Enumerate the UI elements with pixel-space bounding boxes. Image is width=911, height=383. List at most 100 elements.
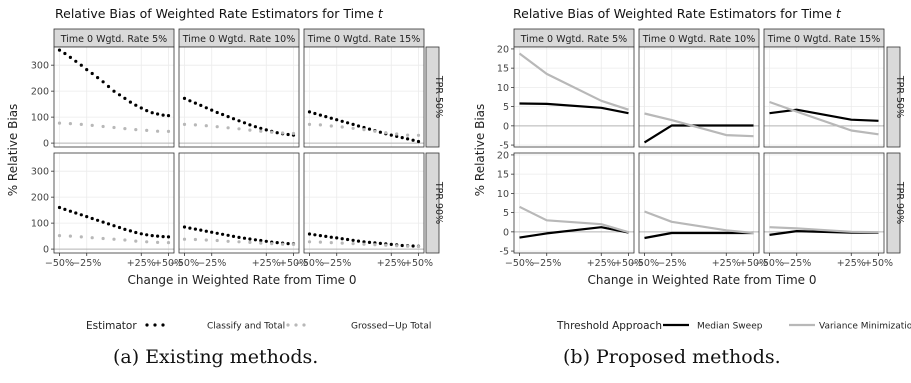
data-point xyxy=(128,229,132,233)
data-point xyxy=(101,220,105,224)
data-point xyxy=(112,237,116,241)
data-point xyxy=(166,235,171,239)
x-axis-label: Change in Weighted Rate from Time 0 xyxy=(587,273,816,287)
data-point xyxy=(416,244,421,249)
data-point xyxy=(335,118,339,122)
panel-r1-c1 xyxy=(178,152,300,254)
data-point xyxy=(395,134,399,138)
y-tick-label: 0 xyxy=(503,227,509,238)
column-strip-label: Time 0 Wgtd. Rate 5% xyxy=(520,34,627,45)
panel-background xyxy=(764,47,884,147)
panel-background xyxy=(764,153,884,253)
data-point xyxy=(112,224,116,228)
data-point xyxy=(362,128,366,132)
data-point xyxy=(406,137,410,141)
x-tick-label: −25% xyxy=(322,258,351,269)
data-point xyxy=(378,241,382,245)
x-tick-label: −25% xyxy=(197,258,226,269)
series-line xyxy=(519,205,629,234)
row-strip-label: TPR 90% xyxy=(894,181,905,224)
data-point xyxy=(112,125,116,130)
data-point xyxy=(329,116,333,120)
data-point xyxy=(57,205,62,210)
data-point xyxy=(324,115,328,119)
panel-background xyxy=(639,47,759,147)
data-point xyxy=(123,127,127,131)
chart-title-italic: t xyxy=(836,6,842,21)
panel-r1-c1 xyxy=(638,152,760,254)
chart-title: Relative Bias of Weighted Rate Estimator… xyxy=(55,6,384,21)
data-point xyxy=(362,242,366,246)
series-line xyxy=(769,100,879,136)
data-point xyxy=(237,240,241,244)
data-point xyxy=(161,113,165,117)
series-line xyxy=(518,52,629,111)
data-point xyxy=(411,138,415,142)
panel-border xyxy=(638,46,760,148)
panel-border xyxy=(513,152,635,254)
data-point xyxy=(63,51,67,56)
data-point xyxy=(101,80,105,84)
data-point xyxy=(313,233,317,237)
y-axis-label: % Relative Bias xyxy=(473,104,487,197)
panel-background xyxy=(54,47,174,147)
data-point xyxy=(275,241,279,245)
x-tick-label: +25% xyxy=(252,258,281,269)
panel-border xyxy=(53,46,175,148)
legend-item-label: Median Sweep xyxy=(697,322,763,332)
y-tick-label: 15 xyxy=(497,64,509,75)
data-point xyxy=(259,241,263,245)
series-line xyxy=(644,112,754,138)
series-line xyxy=(769,108,879,122)
data-point xyxy=(96,76,100,80)
data-point xyxy=(384,243,388,247)
data-point xyxy=(340,241,344,245)
y-tick-label: 20 xyxy=(497,44,509,55)
panel-r1-c0 xyxy=(513,152,635,254)
column-strip-label: Time 0 Wgtd. Rate 10% xyxy=(642,34,755,45)
series-line xyxy=(644,210,754,235)
data-point xyxy=(112,89,116,93)
data-point xyxy=(188,99,192,103)
data-point xyxy=(79,122,83,126)
y-tick-label: 5 xyxy=(503,102,509,113)
y-tick-label: 15 xyxy=(497,170,509,181)
data-point xyxy=(226,126,230,130)
data-point xyxy=(318,123,322,127)
x-tick-label: −25% xyxy=(72,258,101,269)
panel-r1-c2 xyxy=(763,152,885,254)
data-point xyxy=(221,112,225,117)
x-tick-label: −50% xyxy=(505,258,534,269)
x-tick-label: +50% xyxy=(739,258,768,269)
data-point xyxy=(210,230,214,234)
data-point xyxy=(145,233,149,237)
data-point xyxy=(259,238,263,243)
data-point xyxy=(182,96,187,100)
panel-r0-c1 xyxy=(638,46,760,148)
data-point xyxy=(161,235,165,239)
legend: Estimator Classify and Total Grossed−Up To… xyxy=(86,320,431,332)
data-point xyxy=(324,234,328,238)
panel-border xyxy=(638,152,760,254)
data-point xyxy=(215,238,219,243)
y-tick-label: -5 xyxy=(500,141,509,152)
data-point xyxy=(340,237,344,241)
legend-key xyxy=(161,323,165,327)
panel-border xyxy=(178,152,300,254)
data-point xyxy=(134,103,138,107)
panel-background xyxy=(304,153,424,253)
data-point xyxy=(253,125,257,129)
data-point xyxy=(106,222,111,226)
data-point xyxy=(68,55,72,60)
data-point xyxy=(166,114,171,118)
x-tick-label: +50% xyxy=(404,258,433,269)
data-point xyxy=(74,59,78,63)
data-point xyxy=(166,129,171,133)
data-point xyxy=(259,129,263,133)
data-point xyxy=(248,123,252,127)
data-point xyxy=(351,238,355,242)
data-point xyxy=(318,234,322,238)
data-point xyxy=(356,124,361,128)
data-point xyxy=(193,237,197,242)
data-point xyxy=(57,121,62,125)
